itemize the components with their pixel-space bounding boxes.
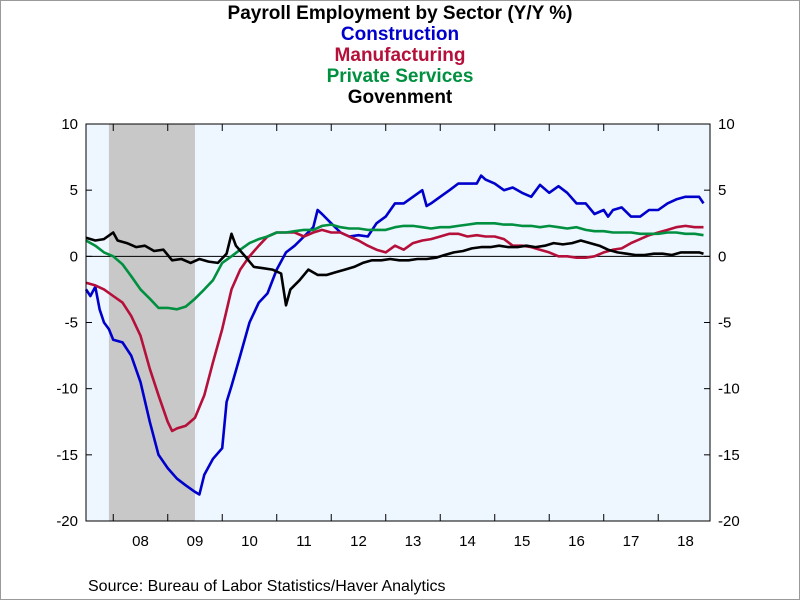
- x-tick-label: 09: [187, 533, 204, 550]
- y-tick-label-left: -20: [56, 513, 78, 530]
- x-tick-label: 10: [241, 533, 258, 550]
- x-tick-label: 11: [296, 533, 312, 550]
- y-tick-label-right: 0: [718, 248, 726, 265]
- recession-shading: [108, 124, 195, 521]
- legend-construction: Construction: [340, 24, 460, 45]
- series-line-private-services: [85, 222, 704, 311]
- chart-title: Payroll Employment by Sector (Y/Y %): [227, 3, 573, 24]
- series-line-construction: [84, 174, 705, 496]
- x-tick-label: 14: [459, 533, 476, 550]
- y-tick-label-left: -5: [65, 315, 78, 332]
- y-tick-label-left: -15: [56, 447, 78, 464]
- source-note: Source: Bureau of Labor Statistics/Haver…: [88, 578, 446, 595]
- chart-titles: Payroll Employment by Sector (Y/Y %) Con…: [0, 3, 800, 108]
- x-tick-label: 13: [405, 533, 422, 550]
- y-tick-label-right: 5: [718, 182, 726, 199]
- y-tick-label-right: -10: [718, 381, 740, 398]
- y-tick-label-right: -5: [718, 315, 731, 332]
- y-tick-label-left: -10: [56, 381, 78, 398]
- y-tick-label-right: -20: [718, 513, 740, 530]
- y-tick-label-right: -15: [718, 447, 740, 464]
- legend-government: Govenment: [347, 87, 453, 108]
- x-tick-label: 15: [514, 533, 531, 550]
- legend-private-services: Private Services: [326, 66, 474, 87]
- x-tick-label: 17: [623, 533, 640, 550]
- series-line-govenment: [85, 231, 704, 307]
- y-tick-label-left: 0: [70, 248, 78, 265]
- y-tick-label-left: 5: [70, 182, 78, 199]
- series-line-manufacturing: [85, 224, 704, 433]
- legend-manufacturing: Manufacturing: [334, 45, 466, 66]
- x-tick-label: 18: [677, 533, 694, 550]
- y-tick-label-left: 10: [61, 116, 78, 133]
- x-tick-label: 12: [350, 533, 367, 550]
- x-tick-label: 16: [568, 533, 585, 550]
- y-tick-label-right: 10: [718, 116, 735, 133]
- x-tick-label: 08: [132, 533, 149, 550]
